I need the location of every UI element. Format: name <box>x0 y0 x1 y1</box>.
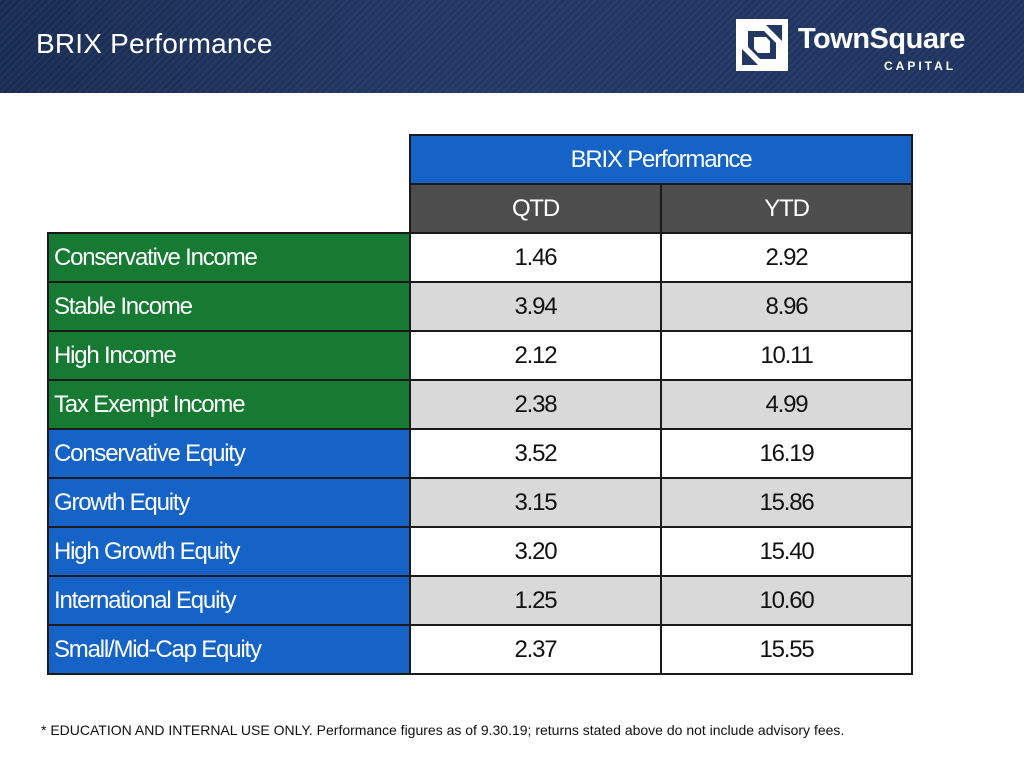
qtd-value: 3.52 <box>409 428 662 479</box>
row-label: Small/Mid-Cap Equity <box>47 624 411 675</box>
row-label: Conservative Equity <box>47 428 411 479</box>
table-title: BRIX Performance <box>409 134 913 185</box>
row-label: High Income <box>47 330 411 381</box>
table-row: High Growth Equity 3.20 15.40 <box>47 526 913 577</box>
qtd-value: 1.46 <box>409 232 662 283</box>
table-row: International Equity 1.25 10.60 <box>47 575 913 626</box>
table-row: Conservative Equity 3.52 16.19 <box>47 428 913 479</box>
qtd-value: 2.38 <box>409 379 662 430</box>
slide-header: BRIX Performance TownSquare CAPITAL <box>0 0 1024 93</box>
blank-cell <box>48 135 410 184</box>
row-label: Conservative Income <box>47 232 411 283</box>
row-label: Stable Income <box>47 281 411 332</box>
ytd-value: 15.55 <box>660 624 913 675</box>
ytd-value: 8.96 <box>660 281 913 332</box>
qtd-value: 2.12 <box>409 330 662 381</box>
qtd-value: 2.37 <box>409 624 662 675</box>
table-title-row: BRIX Performance <box>48 134 913 185</box>
row-label: Tax Exempt Income <box>47 379 411 430</box>
table-row: Conservative Income 1.46 2.92 <box>47 232 913 283</box>
company-logo: TownSquare CAPITAL <box>736 19 996 73</box>
ytd-value: 10.11 <box>660 330 913 381</box>
row-label: Growth Equity <box>47 477 411 528</box>
qtd-value: 3.94 <box>409 281 662 332</box>
qtd-value: 1.25 <box>409 575 662 626</box>
townsquare-logo-icon <box>736 19 788 71</box>
column-header-qtd: QTD <box>409 183 662 234</box>
ytd-value: 2.92 <box>660 232 913 283</box>
ytd-value: 10.60 <box>660 575 913 626</box>
page-title: BRIX Performance <box>36 28 273 59</box>
footnote: * EDUCATION AND INTERNAL USE ONLY. Perfo… <box>41 722 845 738</box>
qtd-value: 3.15 <box>409 477 662 528</box>
ytd-value: 4.99 <box>660 379 913 430</box>
table-row: Small/Mid-Cap Equity 2.37 15.55 <box>47 624 913 675</box>
qtd-value: 3.20 <box>409 526 662 577</box>
ytd-value: 15.40 <box>660 526 913 577</box>
row-label: International Equity <box>47 575 411 626</box>
ytd-value: 16.19 <box>660 428 913 479</box>
column-header-ytd: YTD <box>660 183 913 234</box>
logo-subtitle: CAPITAL <box>884 59 957 73</box>
table-row: High Income 2.12 10.11 <box>47 330 913 381</box>
logo-name: TownSquare <box>798 23 965 55</box>
blank-cell <box>48 184 410 233</box>
performance-table: BRIX Performance QTD YTD Conservative In… <box>47 134 913 675</box>
table-row: Stable Income 3.94 8.96 <box>47 281 913 332</box>
row-label: High Growth Equity <box>47 526 411 577</box>
table-row: Growth Equity 3.15 15.86 <box>47 477 913 528</box>
ytd-value: 15.86 <box>660 477 913 528</box>
table-header-row: QTD YTD <box>48 183 913 234</box>
table-row: Tax Exempt Income 2.38 4.99 <box>47 379 913 430</box>
